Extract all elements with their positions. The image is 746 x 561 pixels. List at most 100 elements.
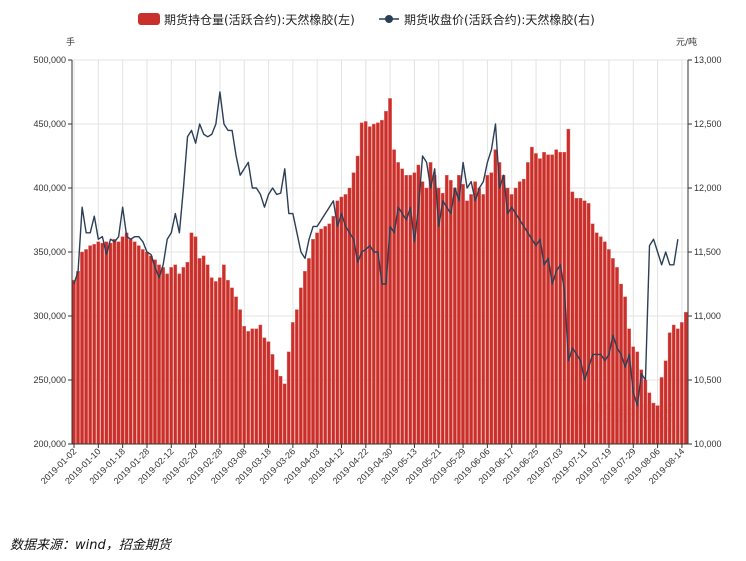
bar [335,200,340,445]
bar [331,215,336,445]
bar [538,158,542,445]
bar [294,309,299,445]
bar [505,187,510,445]
right-tick-label: 10,000 [694,439,722,449]
bar [185,262,190,445]
bar [659,377,664,445]
bar [217,277,222,445]
right-tick-label: 10,500 [694,375,722,385]
bar [570,191,575,445]
bar [453,187,457,445]
bar [594,232,599,445]
bar [76,271,80,445]
bar [542,151,546,445]
bar [619,283,623,445]
bar [88,245,92,445]
bar [554,149,559,445]
bar [319,228,323,445]
watermark-subtext: FUTURES [645,425,682,434]
bar [473,181,477,445]
bar [396,162,400,445]
bar [161,267,165,445]
bar [440,192,445,445]
bar [157,264,161,445]
bar [274,369,279,445]
bar [509,194,514,445]
bar [327,223,332,445]
bar [145,251,149,445]
bar [647,392,652,445]
bar [578,198,583,445]
bar [679,322,684,445]
right-tick-label: 11,500 [694,247,721,257]
left-axis-ticks: 200,000 250,000 300,000 350,000 400,000 450,0… [33,55,72,449]
bar [242,326,246,445]
x-axis-ticks: 2019-01-022019-01-102019-01-182019-01-28… [39,444,686,486]
bar [169,267,174,445]
bar [112,238,117,445]
bar [343,194,348,445]
bar [428,162,433,445]
left-tick-label: 500,000 [33,55,66,65]
bar [254,328,259,445]
bar [675,328,680,445]
bar [181,267,186,445]
bar [590,223,595,445]
bar [258,324,263,445]
legend-label-price: 期货收盘价(活跃合约):天然橡胶(右) [404,12,595,27]
bar [457,174,461,445]
bar [602,241,607,445]
bar [100,242,105,445]
bar [623,296,627,445]
bar [278,375,283,445]
bar [566,128,571,445]
left-tick-label: 300,000 [33,311,66,321]
bar [197,258,202,445]
bar [461,183,465,445]
bar [177,273,182,445]
bar [266,341,271,445]
right-axis-unit: 元/吨 [676,36,697,48]
bar [513,187,518,445]
bar [432,174,437,445]
bar [444,174,449,445]
legend: 期货持仓量(活跃合约):天然橡胶(左) 期货收盘价(活跃合约):天然橡胶(右) [138,12,595,27]
price-line [73,91,679,407]
bar [359,122,364,445]
bar [173,264,178,445]
bar [611,258,615,445]
bar [189,232,194,445]
bar [315,232,319,445]
left-axis-unit: 手 [66,36,75,48]
right-tick-label: 13,000 [694,55,722,65]
bar [165,273,169,445]
bar [140,249,145,445]
bar [400,168,405,445]
bar [598,236,603,445]
bar [643,379,648,445]
legend-label-holdings: 期货持仓量(活跃合约):天然橡胶(左) [164,12,355,27]
bar [262,337,267,445]
bar [671,324,676,445]
bar [655,405,660,445]
bar [193,236,198,445]
bar [465,200,469,445]
bar [574,198,579,445]
bar [72,279,76,445]
bar [270,354,275,445]
bar [550,154,554,445]
bar [424,187,429,445]
bar [303,271,307,445]
bar [124,232,129,445]
bar [311,238,315,445]
bar [663,360,668,445]
bar [392,149,396,445]
bar [367,126,372,445]
bar [582,200,587,445]
bar [530,146,534,445]
bar [501,174,506,445]
bar [226,279,230,445]
bar [355,155,360,445]
bar [290,322,295,445]
